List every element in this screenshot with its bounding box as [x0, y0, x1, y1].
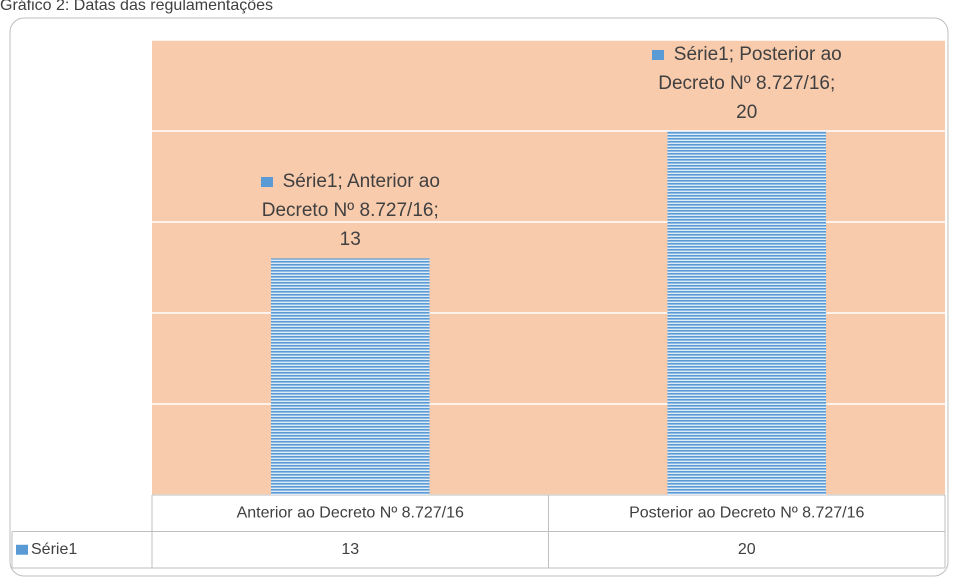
chart-title: Gráfico 2: Datas das regulamentações: [0, 0, 273, 14]
data-label-text: Série1; Posterior ao Decreto Nº 8.727/16…: [658, 44, 842, 123]
label-key: [651, 49, 664, 60]
label-key: [260, 177, 273, 188]
legend-key: [16, 544, 28, 555]
table-value: 13: [341, 541, 359, 558]
x-tick-label: Anterior ao Decreto Nº 8.727/16: [237, 504, 464, 521]
bar: [270, 258, 430, 495]
bar: [667, 131, 827, 495]
x-tick-label: Posterior ao Decreto Nº 8.727/16: [629, 504, 864, 521]
data-label-text: Série1; Anterior ao Decreto Nº 8.727/16;…: [261, 171, 440, 251]
data-label: Série1; Posterior ao Decreto Nº 8.727/16…: [647, 40, 847, 127]
table-value: 20: [738, 541, 756, 558]
legend-label: Série1: [31, 541, 77, 558]
data-label: Série1; Anterior ao Decreto Nº 8.727/16;…: [250, 167, 450, 254]
